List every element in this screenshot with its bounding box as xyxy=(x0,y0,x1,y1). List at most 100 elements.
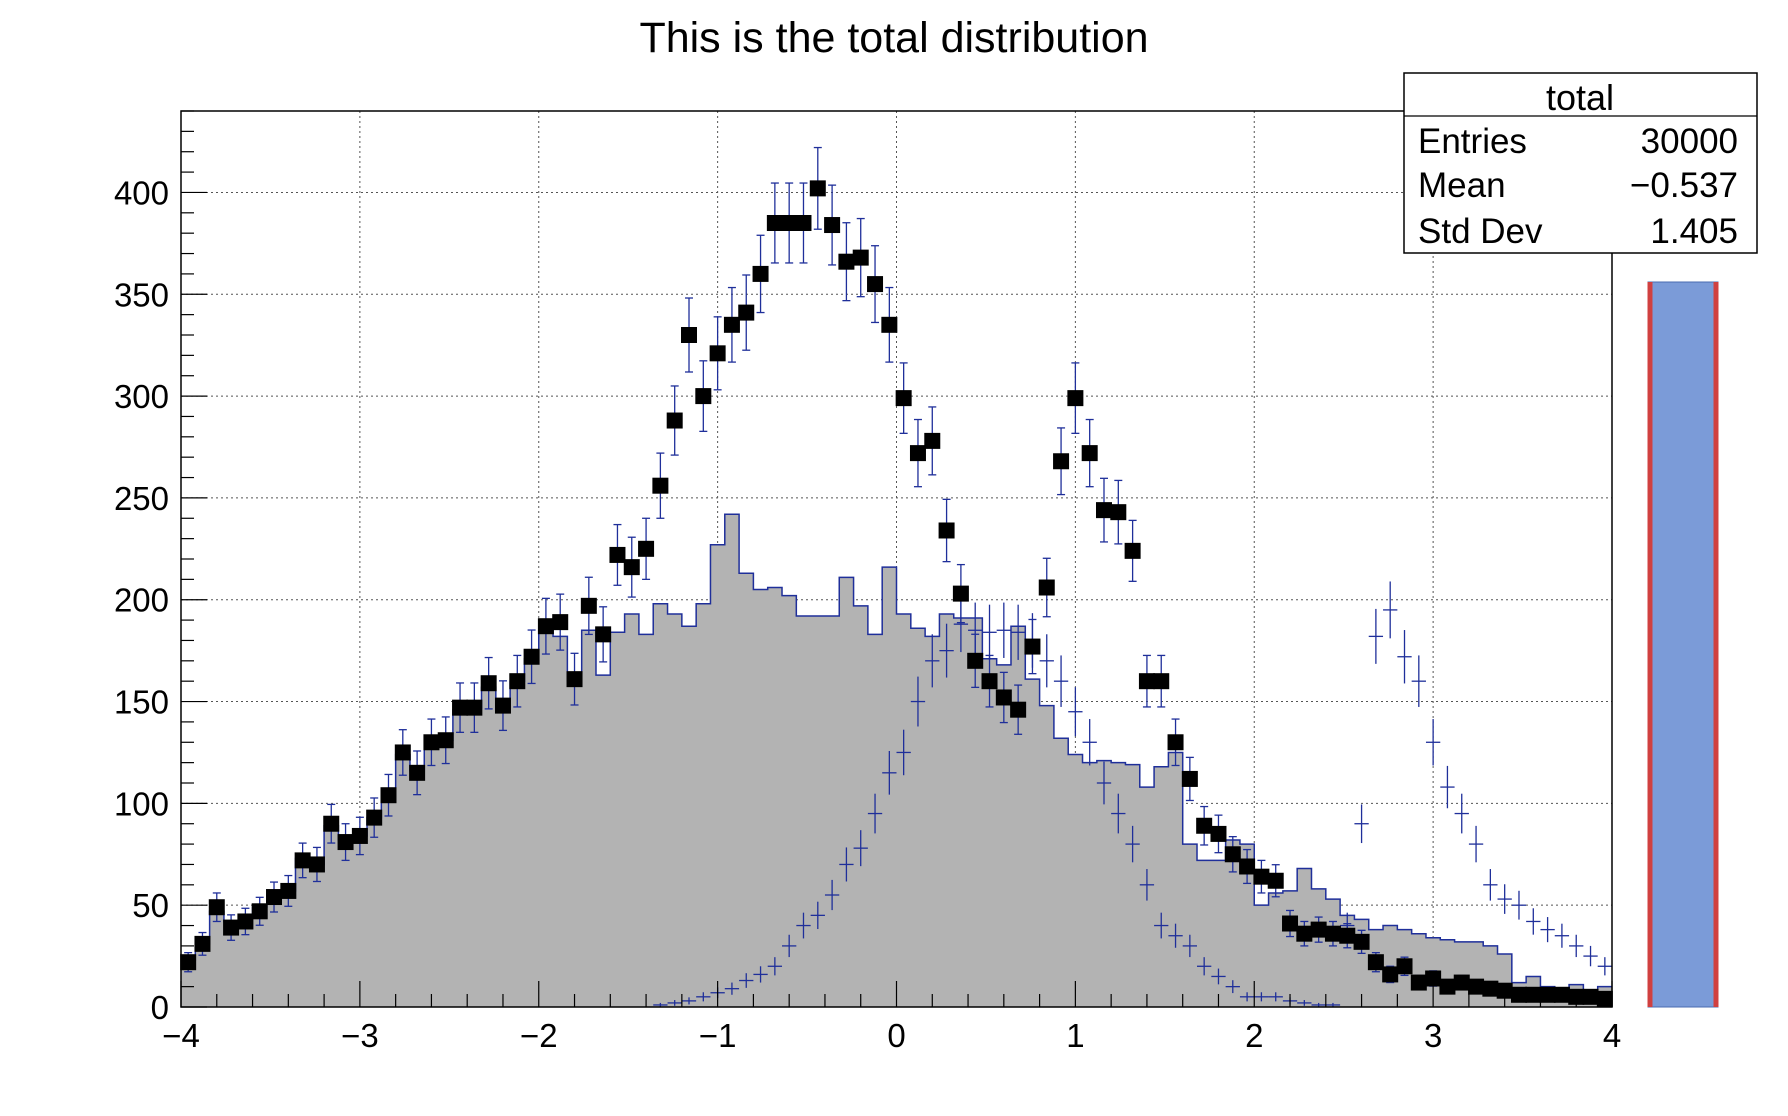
square-marker xyxy=(723,316,740,333)
square-marker xyxy=(266,889,283,906)
square-marker xyxy=(1010,701,1027,718)
data-point xyxy=(752,234,769,314)
x-tick-label: −2 xyxy=(520,1017,558,1054)
data-point xyxy=(466,682,483,733)
cross-marker xyxy=(1425,719,1441,766)
cross-marker xyxy=(1139,869,1155,901)
data-point xyxy=(609,523,626,586)
data-point xyxy=(409,750,426,796)
square-marker xyxy=(1582,988,1599,1005)
square-marker xyxy=(537,618,554,635)
cross-marker xyxy=(996,602,1011,658)
cross-marker xyxy=(853,830,868,867)
square-marker xyxy=(1153,673,1170,690)
cross-marker xyxy=(1010,604,1026,660)
square-marker xyxy=(752,265,769,282)
data-point xyxy=(237,907,254,936)
data-point xyxy=(509,654,526,708)
data-point xyxy=(1038,557,1055,618)
square-marker xyxy=(1453,974,1470,991)
data-point xyxy=(852,217,869,298)
x-tick-label: 1 xyxy=(1066,1017,1084,1054)
square-marker xyxy=(895,390,912,407)
y-tick-label: 200 xyxy=(114,582,169,619)
data-point xyxy=(1067,362,1084,434)
square-marker xyxy=(1382,966,1399,983)
data-point xyxy=(552,593,569,651)
square-marker xyxy=(1181,770,1198,787)
data-point xyxy=(909,418,926,488)
square-marker xyxy=(308,856,325,873)
data-point xyxy=(809,146,826,230)
data-point xyxy=(223,914,240,941)
cross-marker xyxy=(867,793,883,834)
y-tick-label: 150 xyxy=(114,684,169,721)
square-marker xyxy=(1282,915,1299,932)
cross-marker xyxy=(724,982,740,995)
cross-marker xyxy=(810,901,825,930)
data-point xyxy=(1282,909,1299,938)
cross-marker xyxy=(782,934,797,958)
square-marker xyxy=(1024,638,1041,655)
data-point xyxy=(1339,923,1356,949)
data-point xyxy=(1267,864,1284,898)
x-tick-label: 4 xyxy=(1603,1017,1621,1054)
x-tick-label: −3 xyxy=(341,1017,379,1054)
data-point xyxy=(638,517,655,581)
data-point xyxy=(595,606,612,663)
square-marker xyxy=(351,827,368,844)
cross-marker xyxy=(1268,992,1283,1002)
cross-marker xyxy=(1569,934,1584,958)
cross-marker xyxy=(1082,719,1097,766)
data-point xyxy=(323,803,340,844)
y-tick-label: 0 xyxy=(151,989,169,1026)
cross-marker xyxy=(739,973,754,988)
square-marker xyxy=(1410,974,1427,991)
square-marker xyxy=(781,215,798,231)
square-marker xyxy=(1053,453,1070,470)
cross-marker xyxy=(1197,957,1212,976)
cross-marker xyxy=(1440,765,1455,809)
data-point xyxy=(838,222,855,302)
data-point xyxy=(709,316,726,391)
cross-marker xyxy=(896,729,911,776)
square-marker xyxy=(1038,579,1055,596)
data-point xyxy=(623,536,640,598)
cross-marker xyxy=(1039,634,1054,688)
data-point xyxy=(1110,479,1127,545)
square-marker xyxy=(1353,933,1370,950)
square-marker xyxy=(1596,990,1613,1007)
square-marker xyxy=(337,834,354,851)
data-point xyxy=(1224,835,1241,873)
data-point xyxy=(437,716,454,765)
data-point xyxy=(652,452,669,519)
square-marker xyxy=(1167,734,1184,751)
data-point xyxy=(766,182,783,264)
cross-marker xyxy=(1383,581,1398,639)
cross-marker xyxy=(1583,945,1598,967)
data-point xyxy=(1553,986,1570,1003)
cross-marker xyxy=(1354,804,1369,844)
data-point xyxy=(938,498,955,563)
cross-marker xyxy=(1540,917,1555,943)
cross-marker xyxy=(796,912,811,939)
data-point xyxy=(1010,684,1027,735)
data-point xyxy=(1153,654,1170,708)
square-marker xyxy=(1367,954,1384,971)
square-marker xyxy=(494,697,511,714)
data-point xyxy=(351,816,368,856)
cross-marker xyxy=(939,623,954,678)
square-marker xyxy=(223,919,240,936)
cross-marker xyxy=(1154,912,1169,939)
data-point xyxy=(337,823,354,862)
data-point xyxy=(781,182,798,264)
square-marker xyxy=(795,215,812,231)
square-marker xyxy=(909,445,926,462)
square-marker xyxy=(652,477,669,494)
square-marker xyxy=(1425,970,1442,987)
data-point xyxy=(1468,978,1485,995)
cross-marker xyxy=(1497,884,1512,914)
data-point xyxy=(1539,986,1556,1003)
square-marker xyxy=(452,699,469,716)
y-tick-label: 100 xyxy=(114,785,169,822)
